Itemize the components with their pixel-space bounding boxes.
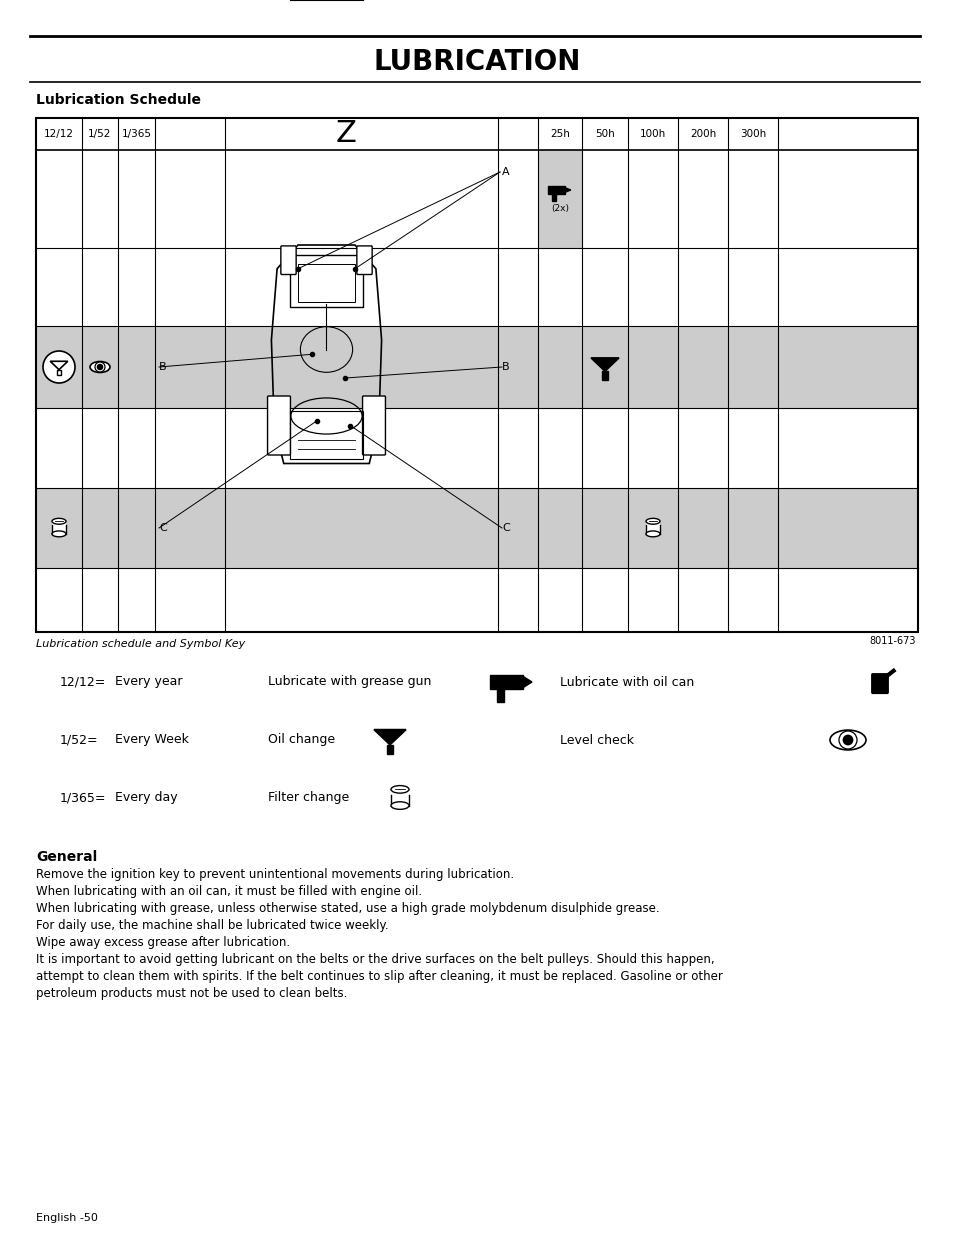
Ellipse shape bbox=[391, 802, 409, 809]
Text: Wipe away excess grease after lubrication.: Wipe away excess grease after lubricatio… bbox=[36, 936, 290, 948]
Polygon shape bbox=[522, 677, 532, 688]
Text: Level check: Level check bbox=[559, 734, 634, 746]
Bar bbox=[602, 372, 607, 379]
Bar bbox=[490, 676, 522, 689]
Text: Every day: Every day bbox=[115, 792, 177, 804]
Text: Z: Z bbox=[335, 120, 356, 148]
Bar bbox=[537, 149, 581, 248]
Ellipse shape bbox=[391, 785, 409, 793]
Text: 12/12: 12/12 bbox=[44, 128, 74, 140]
Bar bbox=[290, 254, 362, 306]
Bar bbox=[36, 326, 917, 408]
Text: 300h: 300h bbox=[740, 128, 765, 140]
Circle shape bbox=[97, 364, 103, 369]
FancyBboxPatch shape bbox=[280, 246, 295, 274]
Text: C: C bbox=[159, 522, 167, 534]
Circle shape bbox=[842, 735, 852, 745]
Circle shape bbox=[95, 362, 105, 372]
Ellipse shape bbox=[645, 531, 659, 537]
Bar bbox=[290, 411, 362, 458]
Polygon shape bbox=[590, 358, 618, 372]
Ellipse shape bbox=[645, 519, 659, 524]
Text: petroleum products must not be used to clean belts.: petroleum products must not be used to c… bbox=[36, 987, 347, 1000]
Ellipse shape bbox=[829, 730, 865, 750]
Text: Lubrication schedule and Symbol Key: Lubrication schedule and Symbol Key bbox=[36, 638, 245, 650]
Text: Filter change: Filter change bbox=[268, 792, 349, 804]
Text: Lubrication Schedule: Lubrication Schedule bbox=[36, 93, 201, 107]
Text: attempt to clean them with spirits. If the belt continues to slip after cleaning: attempt to clean them with spirits. If t… bbox=[36, 969, 722, 983]
FancyBboxPatch shape bbox=[356, 246, 372, 274]
Text: 8011-673: 8011-673 bbox=[868, 636, 915, 646]
Text: Lubricate with oil can: Lubricate with oil can bbox=[559, 676, 694, 688]
Ellipse shape bbox=[52, 531, 66, 537]
Text: 1/365: 1/365 bbox=[121, 128, 152, 140]
Bar bbox=[497, 689, 504, 701]
Bar bbox=[645, 521, 659, 534]
Text: LUBRICATION: LUBRICATION bbox=[373, 48, 580, 77]
Text: 1/52: 1/52 bbox=[89, 128, 112, 140]
Text: When lubricating with an oil can, it must be filled with engine oil.: When lubricating with an oil can, it mus… bbox=[36, 885, 421, 898]
Bar bbox=[391, 789, 409, 805]
Bar bbox=[36, 119, 917, 632]
Bar bbox=[551, 194, 556, 201]
Text: English -50: English -50 bbox=[36, 1213, 98, 1223]
Ellipse shape bbox=[52, 519, 66, 524]
Text: Every Week: Every Week bbox=[115, 734, 189, 746]
Text: When lubricating with grease, unless otherwise stated, use a high grade molybden: When lubricating with grease, unless oth… bbox=[36, 902, 659, 915]
Text: Oil change: Oil change bbox=[268, 734, 335, 746]
FancyBboxPatch shape bbox=[871, 674, 887, 693]
Text: (2x): (2x) bbox=[551, 204, 568, 212]
Bar bbox=[52, 521, 66, 534]
Bar bbox=[57, 369, 61, 375]
Polygon shape bbox=[564, 188, 570, 193]
Text: 50h: 50h bbox=[595, 128, 615, 140]
Text: C: C bbox=[501, 522, 509, 534]
Bar bbox=[387, 745, 393, 755]
Circle shape bbox=[838, 731, 856, 748]
FancyBboxPatch shape bbox=[267, 396, 290, 454]
Text: 1/365=: 1/365= bbox=[60, 792, 107, 804]
Text: 12/12=: 12/12= bbox=[60, 676, 107, 688]
Text: 1/52=: 1/52= bbox=[60, 734, 98, 746]
Text: Lubricate with grease gun: Lubricate with grease gun bbox=[268, 676, 431, 688]
Circle shape bbox=[43, 351, 75, 383]
Bar bbox=[547, 185, 564, 194]
Text: It is important to avoid getting lubricant on the belts or the drive surfaces on: It is important to avoid getting lubrica… bbox=[36, 953, 714, 966]
Text: Every year: Every year bbox=[115, 676, 182, 688]
Text: General: General bbox=[36, 850, 97, 864]
Text: Remove the ignition key to prevent unintentional movements during lubrication.: Remove the ignition key to prevent unint… bbox=[36, 868, 514, 881]
Text: B: B bbox=[159, 362, 167, 372]
Text: For daily use, the machine shall be lubricated twice weekly.: For daily use, the machine shall be lubr… bbox=[36, 919, 388, 932]
Ellipse shape bbox=[90, 362, 110, 373]
Text: 200h: 200h bbox=[689, 128, 716, 140]
Text: 100h: 100h bbox=[639, 128, 665, 140]
Bar bbox=[36, 488, 917, 568]
FancyBboxPatch shape bbox=[362, 396, 385, 454]
Bar bbox=[297, 264, 355, 303]
Text: A: A bbox=[501, 167, 509, 177]
Text: B: B bbox=[501, 362, 509, 372]
Polygon shape bbox=[374, 730, 406, 745]
Text: 25h: 25h bbox=[550, 128, 569, 140]
Polygon shape bbox=[51, 362, 68, 369]
